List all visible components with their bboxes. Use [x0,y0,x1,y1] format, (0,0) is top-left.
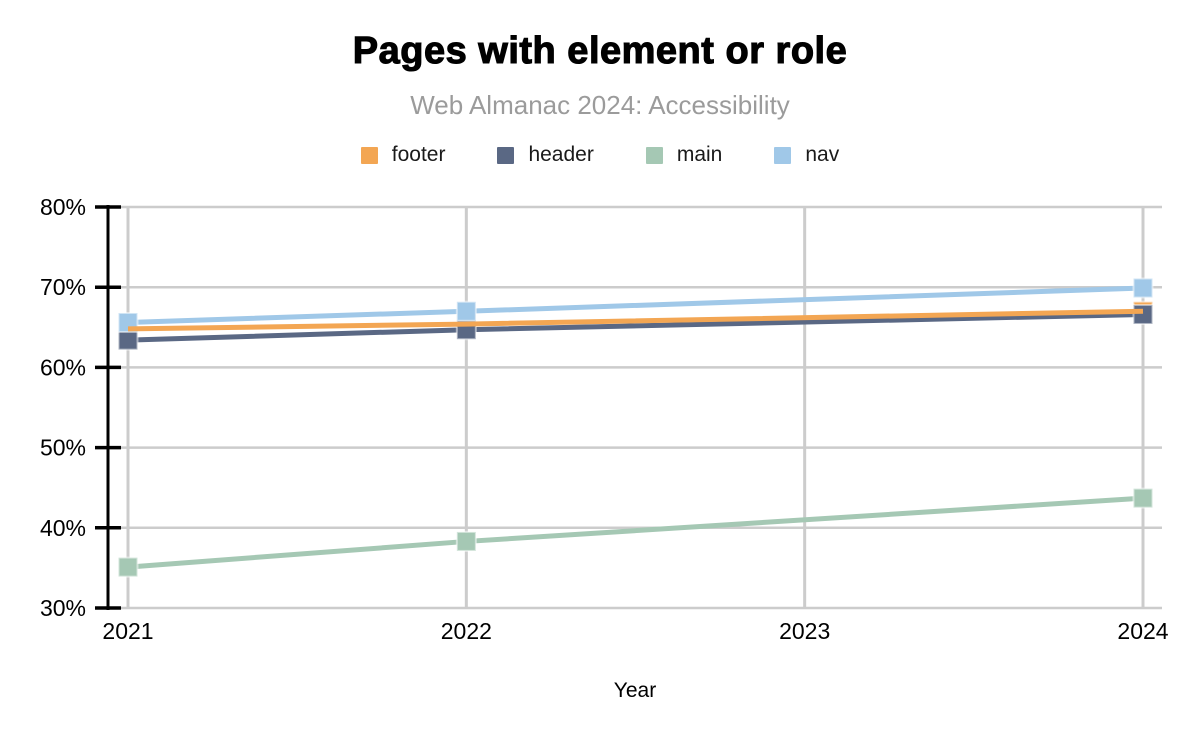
series-marker-main [117,556,139,578]
series-marker-header [1132,303,1154,325]
legend-label-footer: footer [391,143,446,166]
y-tick-label-60: 60% [40,354,86,380]
x-tick-label-2024: 2024 [1117,618,1168,644]
x-tick-label-2023: 2023 [779,618,830,644]
legend-label-main: main [676,143,723,166]
y-tick-label-80: 80% [40,194,86,220]
series-marker-main [1132,487,1154,509]
chart-subtitle: Web Almanac 2024: Accessibility [410,90,790,120]
series-marker-header [117,329,139,351]
footer-swatch-icon [360,146,378,164]
legend-item-footer: footer [360,143,446,167]
series-marker-main [455,530,477,552]
x-tick-label-2021: 2021 [102,618,153,644]
y-tick-label-70: 70% [40,274,86,300]
legend-item-main: main [645,143,723,167]
main-swatch-icon [645,146,663,164]
series-marker-nav [455,300,477,322]
header-swatch-icon [497,146,515,164]
nav-swatch-icon [774,146,792,164]
chart-title: Pages with element or role [352,29,848,72]
series-marker-nav [1132,277,1154,299]
series-line-main [127,495,1144,570]
x-tick-label-2022: 2022 [441,618,492,644]
y-tick-label-40: 40% [40,515,86,541]
y-tick-label-50: 50% [40,435,86,461]
legend-item-nav: nav [774,143,839,167]
y-tick-label-30: 30% [40,595,86,621]
legend: footer header main nav [0,143,1200,167]
legend-label-nav: nav [805,143,840,166]
series-line-footer [127,308,1144,332]
legend-label-header: header [528,143,594,166]
x-axis-title: Year [613,679,657,702]
legend-item-header: header [497,143,594,167]
